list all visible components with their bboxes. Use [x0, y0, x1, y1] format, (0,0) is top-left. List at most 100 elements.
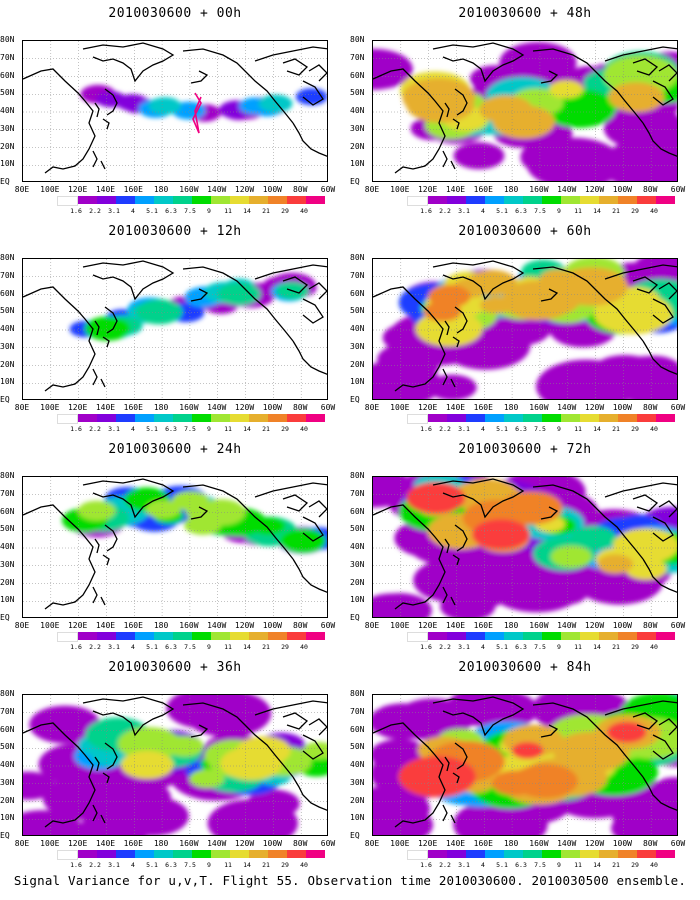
- longitude-label: 140E: [445, 403, 466, 412]
- colorbar-label: 9: [207, 861, 211, 869]
- contour-blob: [460, 584, 506, 609]
- colorbar-swatch: [656, 196, 675, 204]
- colorbar-swatch: [466, 850, 485, 858]
- colorbar-label: 40: [300, 207, 308, 215]
- colorbar-swatch: [504, 850, 523, 858]
- colorbar-label: 21: [262, 861, 270, 869]
- colorbar-swatch: [485, 414, 504, 422]
- colorbar-label: 4: [481, 207, 485, 215]
- colorbar-swatch: [599, 196, 618, 204]
- colorbar-label: 9: [207, 643, 211, 651]
- latitude-label: 60N: [0, 288, 15, 298]
- contour-blob: [394, 354, 440, 379]
- longitude-label: 60W: [320, 621, 336, 630]
- longitude-label: 100E: [390, 403, 410, 412]
- colorbar-label: 6.3: [165, 425, 177, 433]
- latitude-label: 20N: [0, 577, 15, 587]
- colorbar-swatch: [154, 632, 173, 640]
- longitude-label: 100W: [612, 621, 632, 630]
- colorbar-label: 29: [631, 425, 639, 433]
- graticule: [373, 41, 677, 181]
- longitude-label: 100E: [40, 403, 60, 412]
- colorbar-label: 3.1: [108, 643, 120, 651]
- colorbar-label: 21: [262, 425, 270, 433]
- map-plot: [22, 476, 328, 618]
- colorbar-label: 7.5: [184, 207, 196, 215]
- colorbar-label: 14: [593, 861, 601, 869]
- colorbar-label: 11: [574, 861, 582, 869]
- colorbar-label: 5.1: [146, 425, 158, 433]
- contour-blob: [120, 750, 174, 779]
- contour-blob: [553, 731, 630, 773]
- longitude-label: 180: [153, 403, 169, 412]
- colorbar-label: 6.3: [515, 643, 527, 651]
- graticule: [373, 259, 677, 399]
- flight-track: [192, 92, 202, 134]
- colorbar-label: 7.5: [184, 425, 196, 433]
- colorbar-label: 4: [131, 207, 135, 215]
- longitude-label: 80W: [642, 621, 658, 630]
- graticule: [23, 259, 327, 399]
- latitude-label: 20N: [350, 577, 365, 587]
- colorbar-label: 14: [593, 207, 601, 215]
- colorbar-swatch: [97, 414, 116, 422]
- latitude-label: 10N: [0, 159, 15, 169]
- colorbar-swatch: [407, 850, 428, 860]
- colorbar-label: 11: [574, 425, 582, 433]
- graticule: [23, 41, 327, 181]
- contour-blob: [84, 316, 131, 341]
- map-panel: 2010030600 + 72h 80N 70N 60N 50N 40N 30N 20N 10N…: [350, 436, 700, 658]
- colorbar-swatch: [523, 850, 542, 858]
- map-panel: 2010030600 + 12h 80N 70N 60N 50N 40N 30N 20N 10N…: [0, 218, 350, 440]
- colorbar-label: 11: [224, 207, 232, 215]
- colorbar-label: 11: [574, 643, 582, 651]
- colorbar-swatch: [542, 632, 561, 640]
- colorbar-label: 40: [650, 207, 658, 215]
- graticule: [373, 695, 677, 835]
- latitude-label: 10N: [0, 595, 15, 605]
- colorbar-label: 7.5: [184, 643, 196, 651]
- colorbar-label: 4: [481, 425, 485, 433]
- colorbar-label: 6.3: [165, 861, 177, 869]
- contour-blob: [550, 545, 592, 568]
- colorbar-label: 40: [300, 425, 308, 433]
- longitude-label: 100E: [40, 185, 60, 194]
- longitude-label: 80E: [364, 185, 380, 194]
- latitude-label: 30N: [0, 123, 15, 133]
- colorbar-swatch: [211, 632, 230, 640]
- longitude-label: 180: [503, 403, 519, 412]
- latitude-label: 50N: [0, 524, 15, 534]
- colorbar-label: 9: [557, 425, 561, 433]
- contour-blob: [613, 528, 677, 564]
- colorbar-swatch: [485, 632, 504, 640]
- contour-blob: [373, 48, 413, 90]
- longitude-label: 100W: [262, 403, 282, 412]
- colorbar-label: 1.6: [420, 643, 432, 651]
- longitude-label: 120E: [67, 403, 88, 412]
- colorbar-swatch: [249, 850, 268, 858]
- colorbar: [407, 196, 675, 206]
- colorbar-label: 4: [131, 861, 135, 869]
- colorbar-swatch: [268, 414, 287, 422]
- longitude-label: 100E: [40, 839, 60, 848]
- longitude-label: 100W: [262, 839, 282, 848]
- latitude-label: 40N: [350, 760, 365, 769]
- coastlines: [23, 42, 327, 174]
- contour-blob: [207, 799, 298, 835]
- colorbar-swatch: [230, 850, 249, 858]
- contour-blob: [258, 94, 293, 113]
- colorbar-swatch: [466, 196, 485, 204]
- latitude-label: EQ: [0, 831, 10, 840]
- latitude-label: 80N: [0, 253, 15, 262]
- latitude-label: EQ: [0, 177, 10, 186]
- contour-blob: [406, 482, 466, 514]
- longitude-label: 120W: [234, 185, 255, 194]
- colorbar-swatch: [57, 850, 78, 860]
- colorbar-label: 21: [262, 207, 270, 215]
- colorbar-label: 4: [131, 643, 135, 651]
- colorbar-label: 6.3: [515, 425, 527, 433]
- colorbar-swatch: [57, 632, 78, 642]
- colorbar-swatch: [618, 850, 637, 858]
- longitude-label: 140W: [207, 621, 227, 630]
- longitude-label: 120W: [584, 185, 605, 194]
